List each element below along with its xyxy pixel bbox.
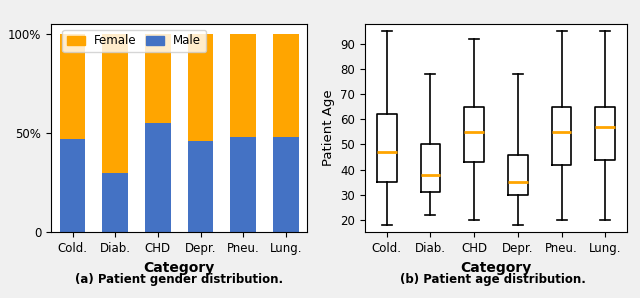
Legend: Female, Male: Female, Male	[62, 30, 206, 52]
Text: (b) Patient age distribution.: (b) Patient age distribution.	[400, 273, 586, 286]
Bar	[273, 34, 299, 137]
Bar	[273, 137, 299, 232]
Bar	[60, 34, 85, 139]
Bar	[102, 34, 128, 173]
Y-axis label: Gender: Gender	[0, 103, 3, 153]
Bar	[230, 137, 256, 232]
Y-axis label: Patient Age: Patient Age	[322, 90, 335, 167]
Text: (a) Patient gender distribution.: (a) Patient gender distribution.	[75, 273, 284, 286]
Bar	[145, 34, 171, 123]
X-axis label: Category: Category	[460, 261, 532, 275]
Bar	[102, 173, 128, 232]
Bar	[60, 139, 85, 232]
Bar	[145, 123, 171, 232]
Bar	[188, 34, 213, 141]
Bar	[188, 141, 213, 232]
X-axis label: Category: Category	[143, 261, 215, 275]
Bar	[230, 34, 256, 137]
